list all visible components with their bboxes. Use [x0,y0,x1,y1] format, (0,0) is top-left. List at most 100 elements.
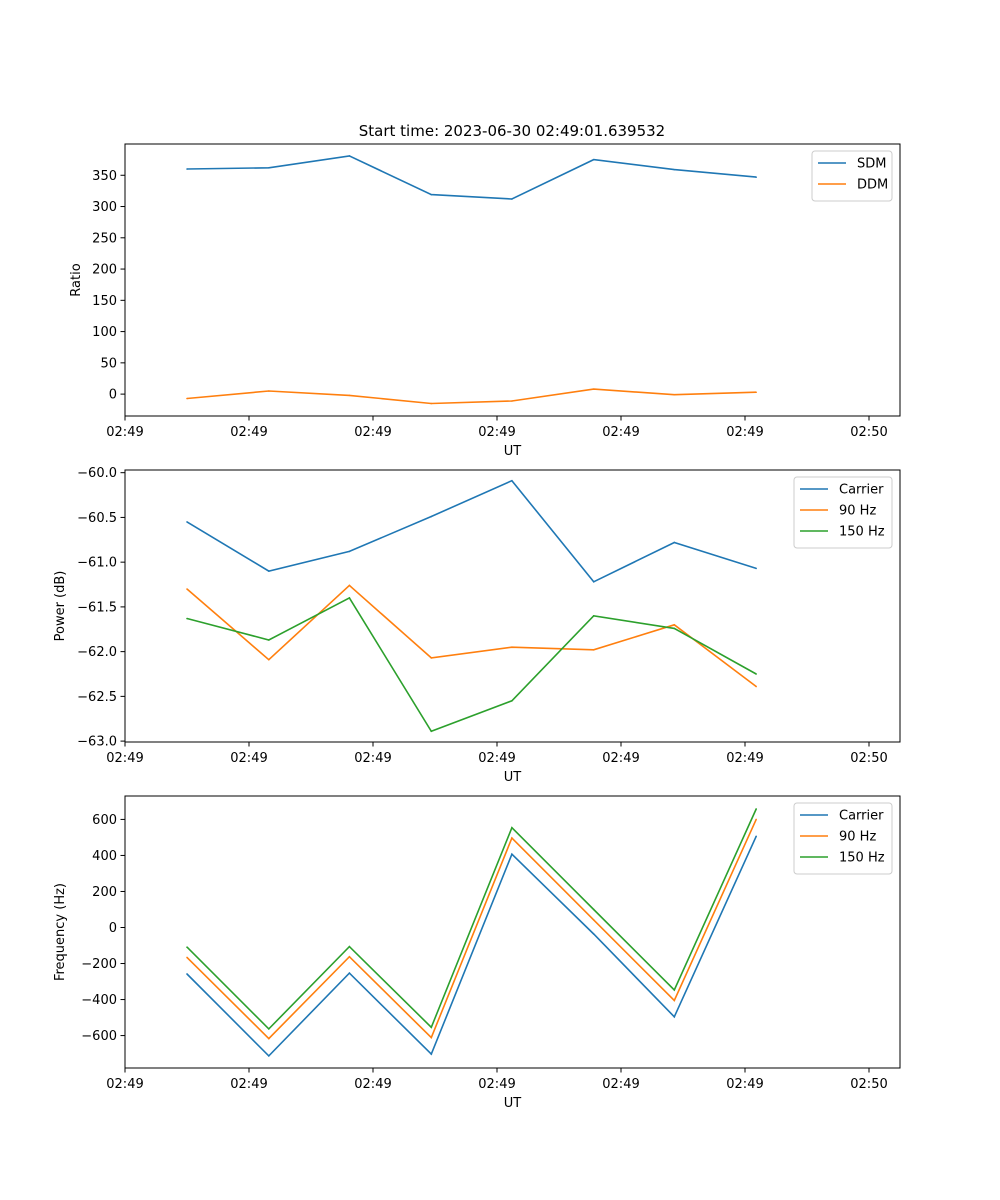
y-tick-label: −62.0 [77,645,117,660]
x-tick-label: 02:49 [106,751,143,766]
series-line-2 [186,388,757,405]
series-line-1 [186,835,757,1058]
series-line-3 [186,596,757,733]
data-point [511,826,513,829]
x-tick-label: 02:49 [106,1077,143,1092]
data-point [430,1036,433,1039]
data-point [592,388,595,390]
data-point [186,973,188,975]
legend-label: 150 Hz [839,525,885,540]
data-point [268,166,270,169]
data-point [186,168,188,170]
data-point [592,933,595,935]
data-point [592,615,595,617]
data-point [673,627,676,630]
data-point [186,397,188,400]
data-point [755,567,757,570]
data-point [592,158,595,161]
data-point [755,176,757,178]
data-point [592,649,595,651]
data-point [348,597,351,599]
data-point [511,853,513,855]
y-axis-label: Ratio [69,263,84,296]
legend-label: SDM [857,157,886,172]
y-tick-label: 150 [92,294,117,309]
y-tick-label: 100 [92,325,117,340]
x-tick-label: 02:49 [354,751,391,766]
y-tick-label: 0 [109,388,117,403]
data-point [348,584,351,587]
x-tick-label: 02:49 [602,425,639,440]
x-tick-label: 02:49 [602,1077,639,1092]
data-point [348,394,351,397]
y-tick-label: −61.0 [77,556,117,571]
x-tick-label: 02:50 [850,1077,887,1092]
data-point [348,155,351,157]
data-point [268,658,270,661]
data-point [186,617,188,620]
y-tick-label: 200 [92,263,117,278]
series-line-1 [186,155,757,200]
data-point [186,588,188,590]
data-point [755,818,757,821]
data-point [673,989,676,991]
data-point [268,1028,270,1030]
data-point [268,639,270,641]
y-tick-label: −600 [81,1029,117,1044]
data-point [673,623,676,626]
data-point [592,919,595,921]
data-point [348,945,351,948]
y-tick-label: 250 [92,231,117,246]
data-point [186,956,188,959]
data-point [755,835,757,838]
y-tick-label: 200 [92,885,117,900]
x-tick-label: 02:49 [478,751,515,766]
data-point [755,391,757,394]
x-tick-label: 02:49 [106,425,143,440]
data-point [430,1026,433,1029]
x-tick-label: 02:49 [726,1077,763,1092]
data-point [268,390,270,392]
y-tick-label: −200 [81,957,117,972]
data-point [511,198,513,200]
data-point [268,570,270,572]
data-point [592,908,595,911]
data-point [430,1053,433,1055]
data-point [348,972,351,974]
y-tick-label: 0 [109,921,117,936]
series-line-3 [186,808,757,1031]
chart-panels: 02:49 02:49 02:49 02:49 02:49 02:49 02:50 0 50 10… [53,143,901,1111]
x-tick-label: 02:49 [726,751,763,766]
data-point [673,541,676,544]
y-tick-label: −62.5 [77,690,117,705]
data-point [511,400,513,402]
data-point [673,999,676,1002]
y-tick-label: −400 [81,993,117,1008]
data-point [592,581,595,583]
data-point [430,402,433,405]
data-point [348,955,351,958]
x-tick-label: 02:49 [230,1077,267,1092]
x-tick-label: 02:50 [850,425,887,440]
data-point [511,837,513,839]
legend: Carrier 90 Hz 150 Hz [793,802,893,875]
x-tick-label: 02:49 [230,425,267,440]
series-line-2 [186,819,757,1040]
data-point [755,685,757,688]
series-line-1 [186,479,757,583]
data-point [430,657,433,659]
data-point [755,673,757,675]
data-point [430,515,433,518]
legend: Carrier 90 Hz 150 Hz [793,476,893,549]
data-point [511,646,513,648]
data-point [673,168,676,171]
data-point [755,808,757,810]
y-tick-label: −60.0 [77,466,117,481]
x-tick-label: 02:49 [602,751,639,766]
chart-panel-2: 02:49 02:49 02:49 02:49 02:49 02:49 02:50 −63.0… [53,466,901,785]
data-point [268,1037,270,1040]
axes-frame [124,143,901,417]
x-axis-label: UT [504,444,522,459]
x-axis-label: UT [504,770,522,785]
